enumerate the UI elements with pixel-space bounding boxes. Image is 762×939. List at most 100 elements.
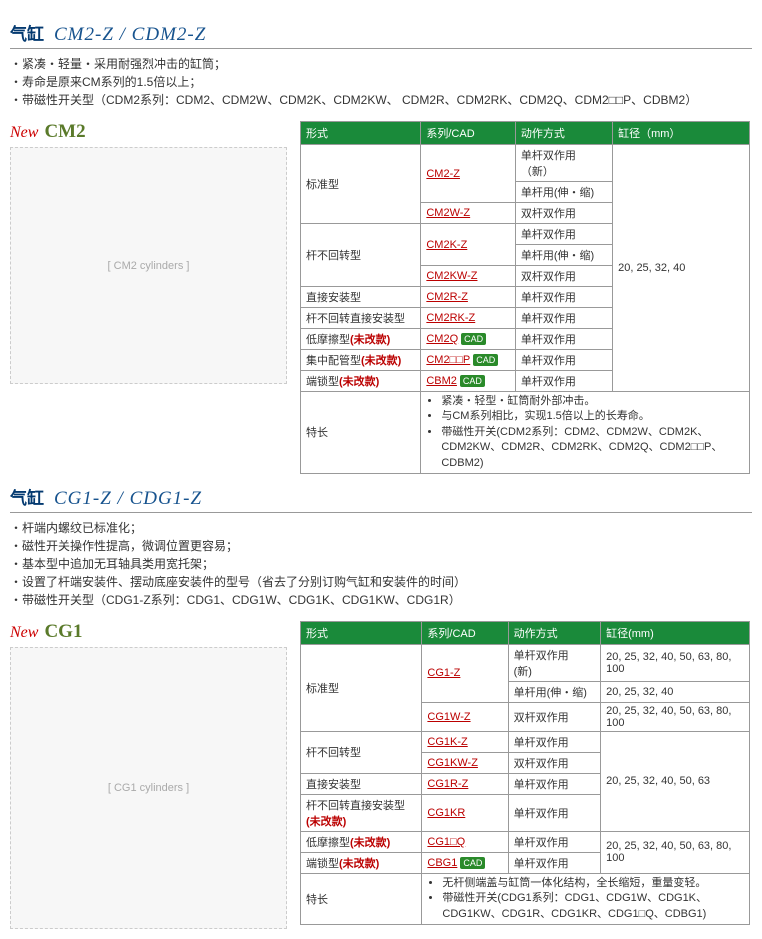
type-cell: 杆不回转型: [301, 731, 422, 773]
series-link[interactable]: CM2□□P: [426, 354, 470, 366]
type-cell: 直接安装型: [301, 287, 421, 308]
action-cell: 单杆双作用: [508, 852, 600, 873]
type-cell: 标准型: [301, 644, 422, 731]
feature-item: 带磁性开关(CDM2系列：CDM2、CDM2W、CDM2K、CDM2KW、CDM…: [441, 425, 744, 471]
title-main: 气缸: [10, 489, 44, 508]
action-cell: 单杆双作用（新）: [515, 145, 612, 182]
action-cell: 双杆双作用: [515, 266, 612, 287]
series-link[interactable]: CG1W-Z: [427, 711, 470, 723]
series-link[interactable]: CG1□Q: [427, 836, 465, 848]
series-cell: CM2KW-Z: [421, 266, 516, 287]
type-cell: 标准型: [301, 145, 421, 224]
action-cell: 单杆双作用: [508, 794, 600, 831]
bullet-item: ・杆端内螺纹已标准化；: [10, 519, 752, 537]
action-cell: 单杆双作用: [515, 308, 612, 329]
spec-table: 形式系列/CAD动作方式缸径（mm）标准型CM2-Z单杆双作用（新）20, 25…: [300, 121, 750, 474]
series-link[interactable]: CG1K-Z: [427, 736, 467, 748]
action-cell: 单杆用(伸・缩): [508, 681, 600, 702]
bullet-item: ・设置了杆端安装件、摆动底座安装件的型号（省去了分别订购气缸和安装件的时间）: [10, 573, 752, 591]
type-cell: 低摩擦型(未改款): [301, 831, 422, 852]
series-cell: CM2W-Z: [421, 203, 516, 224]
table-header: 缸径（mm）: [613, 122, 750, 145]
bullet-list: ・紧凑・轻量・采用耐强烈冲击的缸筒；・寿命是原来CM系列的1.5倍以上；・带磁性…: [10, 55, 752, 109]
bore-cell: 20, 25, 32, 40, 50, 63, 80, 100: [601, 644, 750, 681]
title-main: 气缸: [10, 25, 44, 44]
table-header: 动作方式: [508, 621, 600, 644]
bullet-item: ・寿命是原来CM系列的1.5倍以上；: [10, 73, 752, 91]
cad-badge: CAD: [473, 354, 498, 366]
new-label: New CM2: [10, 121, 300, 143]
action-cell: 单杆双作用(新): [508, 644, 600, 681]
action-cell: 双杆双作用: [508, 752, 600, 773]
action-cell: 单杆用(伸・缩): [515, 182, 612, 203]
cad-badge: CAD: [461, 333, 486, 345]
series-link[interactable]: CM2Q: [426, 333, 458, 345]
section-title: 气缸 CM2-Z / CDM2-Z: [10, 20, 752, 49]
table-row: 杆不回转型CG1K-Z单杆双作用20, 25, 32, 40, 50, 63: [301, 731, 750, 752]
spec-table: 形式系列/CAD动作方式缸径(mm)标准型CG1-Z单杆双作用(新)20, 25…: [300, 621, 750, 925]
action-cell: 单杆双作用: [515, 287, 612, 308]
feature-list: 无杆侧端盖与缸筒一体化结构，全长缩短，重量变轻。带磁性开关(CDG1系列：CDG…: [427, 876, 744, 922]
cad-badge: CAD: [460, 375, 485, 387]
section-title: 气缸 CG1-Z / CDG1-Z: [10, 484, 752, 513]
type-cell: 杆不回转直接安装型(未改款): [301, 794, 422, 831]
title-sub: CM2-Z / CDM2-Z: [54, 24, 206, 45]
series-cell: CBM2CAD: [421, 371, 516, 392]
series-link[interactable]: CG1KW-Z: [427, 757, 478, 769]
action-cell: 单杆双作用: [515, 350, 612, 371]
feature-label: 特长: [301, 873, 422, 924]
series-link[interactable]: CM2-Z: [426, 168, 460, 180]
bore-cell: 20, 25, 32, 40: [613, 145, 750, 392]
type-cell: 杆不回转直接安装型: [301, 308, 421, 329]
product-image: [ CG1 cylinders ]: [10, 647, 287, 929]
series-cell: CG1K-Z: [422, 731, 508, 752]
series-link[interactable]: CBM2: [426, 375, 457, 387]
series-cell: CG1□Q: [422, 831, 508, 852]
series-link[interactable]: CM2R-Z: [426, 291, 468, 303]
series-cell: CM2RK-Z: [421, 308, 516, 329]
series-link[interactable]: CG1KR: [427, 807, 465, 819]
table-header: 系列/CAD: [422, 621, 508, 644]
series-link[interactable]: CM2W-Z: [426, 207, 470, 219]
series-link[interactable]: CG1-Z: [427, 667, 460, 679]
series-link[interactable]: CM2RK-Z: [426, 312, 475, 324]
table-header: 动作方式: [515, 122, 612, 145]
series-cell: CG1W-Z: [422, 702, 508, 731]
bore-cell: 20, 25, 32, 40, 50, 63: [601, 731, 750, 831]
bullet-item: ・带磁性开关型（CDM2系列：CDM2、CDM2W、CDM2K、CDM2KW、 …: [10, 91, 752, 109]
table-header: 缸径(mm): [601, 621, 750, 644]
type-cell: 直接安装型: [301, 773, 422, 794]
type-cell: 低摩擦型(未改款): [301, 329, 421, 350]
table-header: 形式: [301, 621, 422, 644]
series-link[interactable]: CM2K-Z: [426, 239, 467, 251]
action-cell: 单杆双作用: [515, 224, 612, 245]
table-row: 低摩擦型(未改款)CG1□Q单杆双作用20, 25, 32, 40, 50, 6…: [301, 831, 750, 852]
new-label: New CG1: [10, 621, 300, 643]
title-sub: CG1-Z / CDG1-Z: [54, 488, 202, 509]
feature-list: 紧凑・轻型・缸筒耐外部冲击。与CM系列相比，实现1.5倍以上的长寿命。带磁性开关…: [426, 394, 744, 471]
series-link[interactable]: CG1R-Z: [427, 778, 468, 790]
type-cell: 端锁型(未改款): [301, 371, 421, 392]
type-cell: 杆不回转型: [301, 224, 421, 287]
feature-label: 特长: [301, 392, 421, 474]
type-cell: 端锁型(未改款): [301, 852, 422, 873]
series-link[interactable]: CBG1: [427, 857, 457, 869]
image-column: New CM2 [ CM2 cylinders ]: [10, 121, 300, 384]
action-cell: 单杆双作用: [508, 731, 600, 752]
image-column: New CG1 [ CG1 cylinders ]: [10, 621, 300, 929]
series-cell: CM2K-Z: [421, 224, 516, 266]
cad-badge: CAD: [460, 857, 485, 869]
series-cell: CM2-Z: [421, 145, 516, 203]
action-cell: 双杆双作用: [508, 702, 600, 731]
feature-cell: 无杆侧端盖与缸筒一体化结构，全长缩短，重量变轻。带磁性开关(CDG1系列：CDG…: [422, 873, 750, 924]
bullet-item: ・磁性开关操作性提高，微调位置更容易；: [10, 537, 752, 555]
table-header: 形式: [301, 122, 421, 145]
bore-cell: 20, 25, 32, 40: [601, 681, 750, 702]
action-cell: 单杆双作用: [508, 773, 600, 794]
series-cell: CM2R-Z: [421, 287, 516, 308]
product-image: [ CM2 cylinders ]: [10, 147, 287, 384]
series-link[interactable]: CM2KW-Z: [426, 270, 477, 282]
action-cell: 单杆双作用: [508, 831, 600, 852]
series-cell: CG1-Z: [422, 644, 508, 702]
table-header-row: 形式系列/CAD动作方式缸径(mm): [301, 621, 750, 644]
